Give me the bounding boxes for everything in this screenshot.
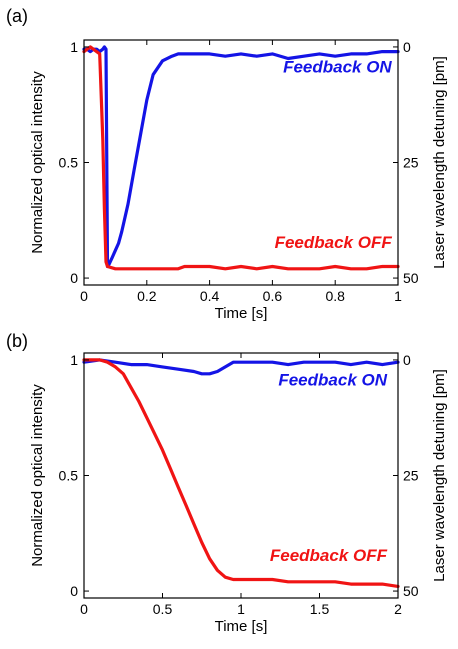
y-tick-label-left: 1	[70, 352, 78, 368]
x-tick-label: 0	[80, 601, 88, 617]
x-tick-label: 1.5	[310, 601, 330, 617]
y-tick-label-left: 0	[70, 270, 78, 286]
series-line-feedback-off	[82, 45, 400, 271]
annotation-feedback-off: Feedback OFF	[275, 233, 393, 252]
x-tick-label: 2	[394, 601, 402, 617]
y-tick-label-right: 0	[403, 39, 411, 55]
x-tick-label: 1	[394, 288, 402, 304]
annotation-feedback-on: Feedback ON	[283, 57, 392, 76]
y-tick-label-right: 25	[403, 155, 419, 171]
panel-label: (a)	[6, 6, 28, 26]
y-tick-label-left: 1	[70, 39, 78, 55]
annotation-feedback-off: Feedback OFF	[270, 546, 388, 565]
y-tick-label-right: 25	[403, 468, 419, 484]
x-tick-label: 0	[80, 288, 88, 304]
chart-panel-a: (a) 0 0.2 0.4 0.6 0.8 1 0 0.5 1 0 25 50 Time [s] Norma…	[6, 6, 448, 322]
y-tick-label-right: 0	[403, 352, 411, 368]
x-tick-label: 0.4	[200, 288, 220, 304]
annotation-feedback-on: Feedback ON	[278, 370, 387, 389]
y-axis-label-left: Normalized optical intensity	[29, 71, 46, 254]
y-axis-label-right: Laser wavelength detuning [pm]	[431, 56, 448, 269]
x-tick-label: 1	[237, 601, 245, 617]
x-tick-label: 0.5	[153, 601, 173, 617]
y-tick-label-left: 0.5	[59, 155, 79, 171]
x-tick-label: 0.6	[263, 288, 283, 304]
y-tick-label-left: 0.5	[59, 468, 79, 484]
series-line-feedback-off	[82, 358, 400, 588]
chart-panel-b: (b) 0 0.5 1 1.5 2 0 0.5 1 0 25 50 Time [s] Normalized…	[6, 331, 448, 635]
y-tick-label-right: 50	[403, 583, 419, 599]
y-axis-label-right: Laser wavelength detuning [pm]	[431, 369, 448, 582]
series-line-feedback-on	[82, 358, 400, 376]
y-tick-label-right: 50	[403, 270, 419, 286]
x-axis-label: Time [s]	[215, 618, 268, 635]
x-axis-label: Time [s]	[215, 305, 268, 322]
y-tick-label-left: 0	[70, 583, 78, 599]
panel-label: (b)	[6, 331, 28, 351]
y-axis-label-left: Normalized optical intensity	[29, 384, 46, 567]
x-tick-label: 0.2	[137, 288, 157, 304]
series-line-feedback-on	[82, 45, 400, 269]
x-tick-label: 0.8	[325, 288, 345, 304]
